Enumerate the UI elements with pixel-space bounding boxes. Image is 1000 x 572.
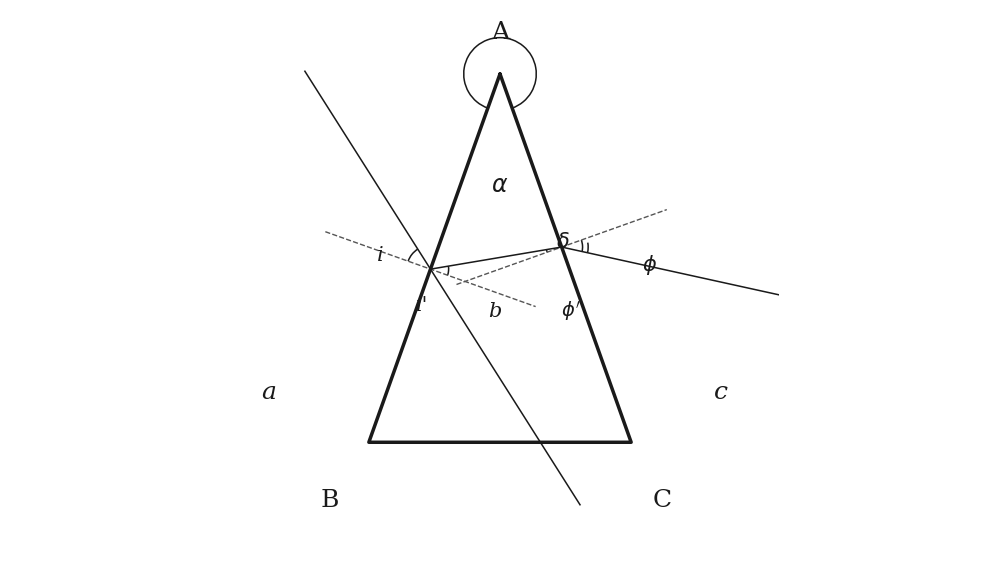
- Text: A: A: [491, 21, 509, 43]
- Text: $\phi$: $\phi$: [642, 253, 657, 277]
- Text: $\phi'$: $\phi'$: [561, 299, 581, 323]
- Text: c: c: [713, 380, 727, 403]
- Text: B: B: [321, 490, 339, 513]
- Text: a: a: [261, 380, 276, 403]
- Text: $\alpha$: $\alpha$: [491, 174, 509, 197]
- Text: b: b: [488, 301, 501, 321]
- Text: i': i': [416, 296, 428, 315]
- Text: $\delta$: $\delta$: [556, 232, 569, 252]
- Text: C: C: [652, 490, 671, 513]
- Text: i: i: [377, 246, 383, 265]
